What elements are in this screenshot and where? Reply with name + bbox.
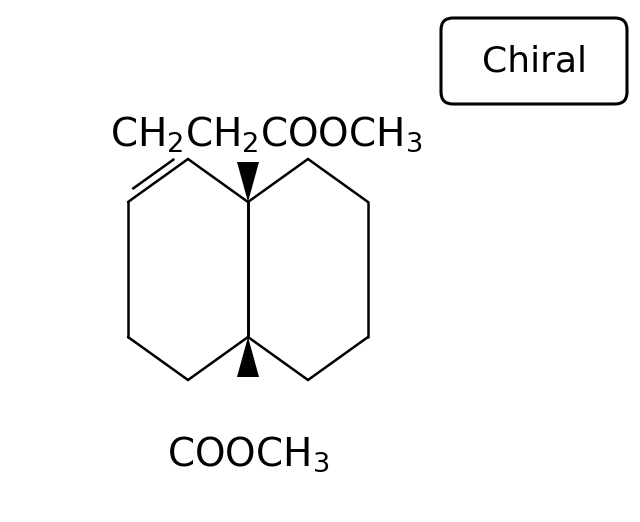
FancyBboxPatch shape [441,18,627,104]
Polygon shape [237,337,259,377]
Text: COOCH$_3$: COOCH$_3$ [167,434,329,474]
Text: Chiral: Chiral [481,44,586,78]
Text: CH$_2$CH$_2$COOCH$_3$: CH$_2$CH$_2$COOCH$_3$ [110,114,422,154]
Polygon shape [237,162,259,202]
